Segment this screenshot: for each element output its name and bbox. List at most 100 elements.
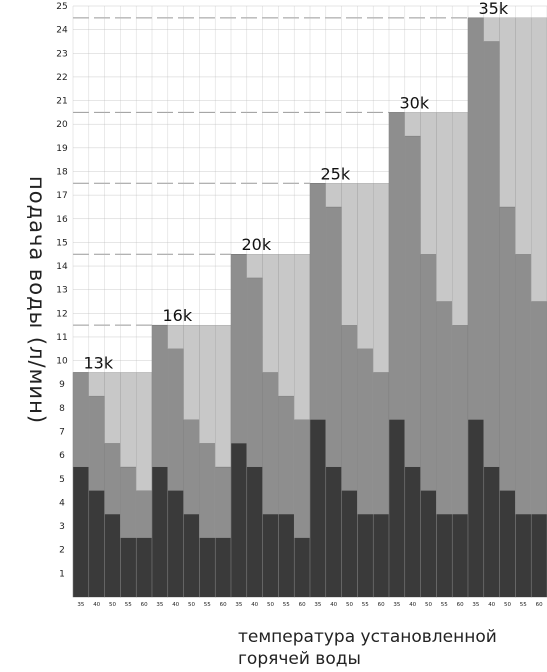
bar-cap-30k-50: [420, 112, 437, 255]
bar-base-13k-50: [104, 514, 121, 597]
x-axis-ticks: 35 40 50 55 60 35 40 50 55 60 35 40 50 55 60 35 40 50 55 60…: [77, 602, 543, 608]
x-tick-label: 55: [125, 602, 132, 608]
y-tick-label: 12: [56, 309, 67, 319]
group-label-13k: 13k: [83, 353, 113, 372]
x-tick-label: 60: [141, 602, 148, 608]
bar-cap-30k-40: [404, 112, 421, 137]
y-tick-label: 18: [56, 167, 68, 177]
y-tick-label: 14: [56, 262, 68, 272]
x-tick-label: 50: [504, 602, 511, 608]
y-axis-ticks: 1234567891011121314151617181920212223242…: [56, 2, 68, 579]
bar-cap-16k-50: [183, 324, 200, 420]
bar-cap-16k-55: [199, 324, 216, 444]
group-label-30k: 30k: [399, 93, 429, 112]
y-tick-label: 1: [59, 569, 65, 579]
bar-cap-20k-55: [278, 254, 295, 397]
bar-base-20k-60: [294, 537, 310, 597]
y-tick-label: 6: [59, 451, 65, 461]
x-axis-label: температура установленной горячей воды: [238, 626, 543, 670]
bar-cap-13k-50: [104, 372, 121, 444]
x-tick-label: 40: [488, 602, 495, 608]
y-tick-label: 10: [56, 357, 68, 367]
y-tick-label: 5: [59, 475, 65, 485]
bar-base-30k-40: [404, 466, 421, 597]
x-axis-label-line2: горячей воды: [238, 649, 361, 669]
x-tick-label: 55: [520, 602, 527, 608]
x-tick-label: 55: [362, 602, 369, 608]
x-tick-label: 55: [441, 602, 448, 608]
bar-base-25k-55: [357, 514, 374, 597]
bar-cap-25k-55: [357, 183, 374, 349]
bar-cap-13k-55: [120, 372, 137, 468]
x-tick-label: 40: [409, 602, 416, 608]
bar-cap-16k-40: [167, 324, 184, 349]
bar-cap-35k-55: [515, 17, 532, 255]
x-tick-label: 35: [472, 602, 479, 608]
y-tick-label: 8: [59, 404, 65, 414]
bar-base-35k-60: [531, 514, 547, 597]
y-tick-label: 21: [56, 97, 67, 107]
bar-base-20k-40: [246, 466, 263, 597]
plot-area: [72, 5, 547, 598]
bar-base-20k-50: [262, 514, 279, 597]
x-tick-label: 50: [109, 602, 116, 608]
x-tick-label: 50: [267, 602, 274, 608]
bar-base-25k-50: [341, 490, 358, 597]
bar-cap-16k-60: [215, 324, 232, 468]
group-label-20k: 20k: [241, 235, 271, 254]
y-tick-label: 9: [59, 380, 65, 390]
group-label-35k: 35k: [478, 0, 508, 18]
bar-base-25k-60: [373, 514, 389, 597]
bar-base-30k-60: [452, 514, 468, 597]
bar-base-20k-35: [231, 443, 247, 597]
bar-cap-20k-60: [294, 254, 311, 420]
group-labels: 13k 16k 20k 25k 30k 35k: [83, 0, 508, 372]
bar-base-16k-60: [215, 537, 231, 597]
group-label-25k: 25k: [320, 164, 350, 183]
y-tick-label: 4: [59, 498, 65, 508]
bar-base-30k-50: [420, 490, 437, 597]
x-tick-label: 40: [251, 602, 258, 608]
bar-base-25k-40: [325, 466, 342, 597]
bar-base-35k-35: [468, 419, 484, 597]
x-tick-label: 35: [77, 602, 84, 608]
y-tick-label: 17: [56, 191, 67, 201]
bar-base-35k-55: [515, 514, 532, 597]
bar-cap-35k-50: [499, 17, 516, 208]
bar-cap-35k-40: [483, 17, 500, 42]
bar-cap-30k-55: [436, 112, 453, 302]
y-tick-label: 16: [56, 215, 68, 225]
x-tick-label: 50: [188, 602, 195, 608]
bar-cap-20k-50: [262, 254, 279, 373]
y-tick-label: 11: [56, 333, 67, 343]
x-tick-label: 55: [283, 602, 290, 608]
bar-base-16k-35: [152, 466, 168, 597]
x-tick-label: 40: [330, 602, 337, 608]
bar-base-35k-50: [499, 490, 516, 597]
x-tick-label: 60: [536, 602, 543, 608]
x-tick-label: 40: [93, 602, 100, 608]
bar-base-16k-50: [183, 514, 200, 597]
x-tick-label: 50: [425, 602, 432, 608]
bar-cap-13k-40: [88, 372, 105, 397]
x-tick-label: 60: [378, 602, 385, 608]
bar-cap-30k-60: [452, 112, 469, 326]
bar-base-16k-55: [199, 537, 216, 597]
y-tick-label: 15: [56, 238, 67, 248]
bar-base-13k-35: [73, 466, 89, 597]
y-tick-label: 13: [56, 286, 67, 296]
bar-base-30k-35: [389, 419, 405, 597]
bar-base-20k-55: [278, 514, 295, 597]
bar-base-30k-55: [436, 514, 453, 597]
bar-cap-35k-60: [531, 17, 547, 302]
y-tick-label: 2: [59, 546, 65, 556]
y-tick-label: 3: [59, 522, 65, 532]
y-tick-label: 19: [56, 144, 68, 154]
y-tick-label: 20: [56, 120, 68, 130]
x-tick-label: 35: [393, 602, 400, 608]
x-tick-label: 60: [220, 602, 227, 608]
bar-base-13k-55: [120, 537, 137, 597]
bar-base-25k-35: [310, 419, 326, 597]
group-label-16k: 16k: [162, 306, 192, 325]
